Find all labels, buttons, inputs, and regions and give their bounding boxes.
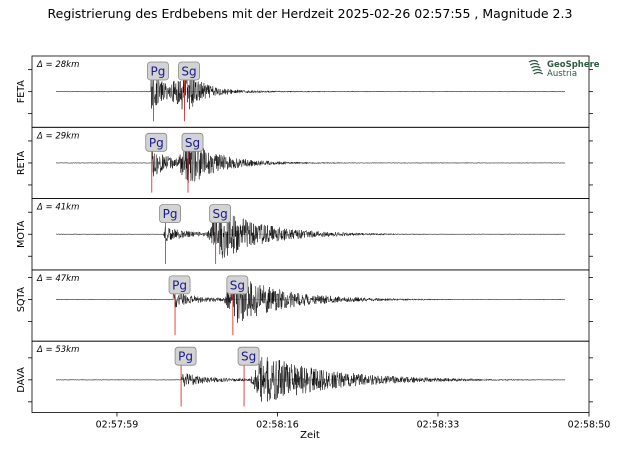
x-axis-label: Zeit bbox=[300, 430, 320, 441]
waveform-trace bbox=[55, 357, 566, 402]
station-panel-dava: DAVA Δ = 53km Pg Sg bbox=[16, 340, 593, 413]
pg-pick-label: Pg bbox=[172, 278, 187, 292]
sg-pick-label: Sg bbox=[241, 350, 256, 364]
logo-wave bbox=[532, 68, 542, 72]
logo-wave bbox=[529, 62, 540, 66]
pg-pick-label: Pg bbox=[163, 207, 178, 221]
x-tick-label: 02:57:59 bbox=[96, 420, 139, 431]
sg-pick-box bbox=[178, 61, 200, 81]
x-tick-label: 02:58:33 bbox=[417, 420, 460, 431]
station-panels: FETA Δ = 28km Pg Sg RETA Δ = 29km Pg Sg MOTA Δ = … bbox=[16, 55, 593, 413]
sg-pick-box bbox=[226, 275, 249, 295]
pg-pick-box bbox=[147, 61, 169, 81]
logo-wave bbox=[533, 71, 544, 75]
distance-label: Δ = 29km bbox=[36, 131, 79, 141]
x-tick-label: 02:58:50 bbox=[568, 420, 611, 431]
panel-frame bbox=[31, 269, 590, 342]
station-label: MOTA bbox=[16, 220, 27, 248]
logo-subname: Austria bbox=[547, 69, 577, 79]
pg-pick-box bbox=[159, 204, 181, 224]
logo-wave bbox=[531, 65, 541, 69]
sg-pick-label: Sg bbox=[230, 278, 245, 292]
station-panel-sqta: SQTA Δ = 47km Pg Sg bbox=[16, 269, 593, 342]
x-axis: 02:57:59 02:58:16 02:58:33 02:58:50 bbox=[96, 412, 611, 431]
sg-pick-box bbox=[181, 132, 204, 152]
waveform-trace bbox=[55, 68, 566, 111]
sg-pick-label: Sg bbox=[185, 136, 200, 150]
waveform-trace bbox=[55, 275, 566, 323]
station-panel-feta: FETA Δ = 28km Pg Sg bbox=[16, 55, 593, 128]
pg-pick-label: Pg bbox=[178, 350, 193, 364]
station-label: DAVA bbox=[16, 367, 27, 393]
station-panel-reta: RETA Δ = 29km Pg Sg bbox=[16, 126, 593, 200]
pg-pick-label: Pg bbox=[149, 136, 164, 150]
station-label: SQTA bbox=[16, 287, 27, 313]
pg-pick-box bbox=[168, 275, 191, 295]
sg-pick-box bbox=[237, 346, 260, 366]
x-tick-label: 02:58:16 bbox=[256, 420, 299, 431]
logo-wave bbox=[528, 59, 539, 63]
distance-label: Δ = 47km bbox=[36, 274, 79, 284]
distance-label: Δ = 41km bbox=[36, 203, 79, 213]
pg-pick-box bbox=[145, 132, 168, 152]
station-label: RETA bbox=[16, 150, 27, 175]
chart-title: Registrierung des Erdbebens mit der Herd… bbox=[48, 6, 573, 21]
waveform-trace bbox=[55, 140, 566, 183]
station-label: FETA bbox=[16, 80, 27, 104]
distance-label: Δ = 53km bbox=[36, 345, 79, 355]
distance-label: Δ = 28km bbox=[36, 60, 79, 70]
logo-name: GeoSphere bbox=[547, 60, 600, 70]
waveform-trace bbox=[55, 213, 566, 259]
pg-pick-box bbox=[174, 346, 197, 366]
sg-pick-label: Sg bbox=[212, 207, 227, 221]
geosphere-logo-icon bbox=[528, 59, 544, 75]
sg-pick-box bbox=[209, 204, 232, 224]
panel-frame bbox=[31, 340, 590, 413]
pg-pick-label: Pg bbox=[151, 65, 166, 79]
sg-pick-label: Sg bbox=[181, 65, 196, 79]
station-panel-mota: MOTA Δ = 41km Pg Sg bbox=[16, 198, 593, 271]
